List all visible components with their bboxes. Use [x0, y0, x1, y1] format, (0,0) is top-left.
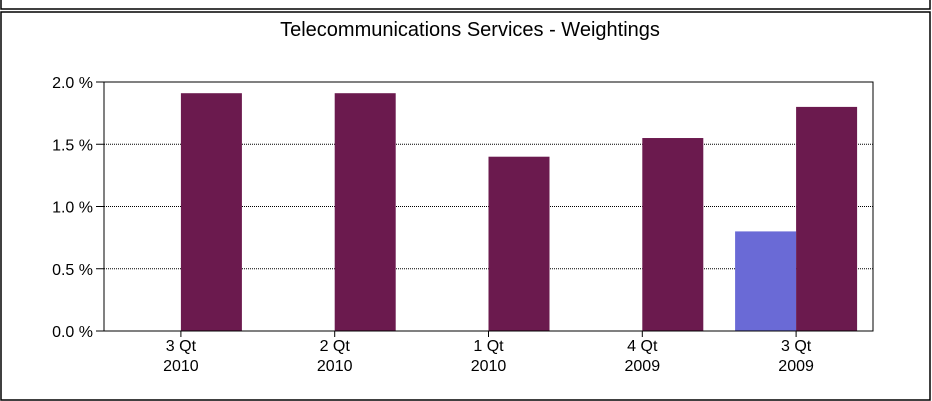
x-tick-label: 2009 — [625, 358, 661, 375]
x-axis-labels: 3 Qt 2010 2 Qt 2010 1 Qt 2010 4 Qt 2009 3 Qt 2009 — [163, 331, 814, 375]
bar — [796, 106, 858, 332]
x-tick-label: 1 Qt — [473, 338, 504, 355]
y-tick-label: 2.0 % — [52, 75, 93, 92]
top-strip-border — [0, 0, 931, 10]
y-tick-label: 0.0 % — [52, 324, 93, 341]
x-tick-label: 4 Qt — [627, 338, 658, 355]
bar — [180, 93, 242, 331]
x-tick-label: 2 Qt — [320, 338, 351, 355]
x-tick-label: 3 Qt — [166, 338, 197, 355]
bars — [180, 93, 858, 332]
y-tick-label: 1.5 % — [52, 137, 93, 154]
bar — [735, 231, 797, 331]
bar — [488, 156, 550, 331]
x-tick-label: 3 Qt — [781, 338, 812, 355]
x-tick-label: 2009 — [778, 358, 814, 375]
x-tick-label: 2010 — [471, 358, 507, 375]
x-tick-label: 2010 — [163, 358, 199, 375]
chart-panel-border — [0, 11, 931, 401]
y-tick-label: 0.5 % — [52, 262, 93, 279]
chart-title: Telecommunications Services - Weightings — [280, 19, 660, 41]
y-axis-ticks: 0.0 % 0.5 % 1.0 % 1.5 % 2.0 % — [52, 75, 104, 341]
bar — [334, 93, 396, 331]
y-tick-label: 1.0 % — [52, 200, 93, 217]
x-tick-label: 2010 — [317, 358, 353, 375]
bar — [642, 138, 704, 331]
